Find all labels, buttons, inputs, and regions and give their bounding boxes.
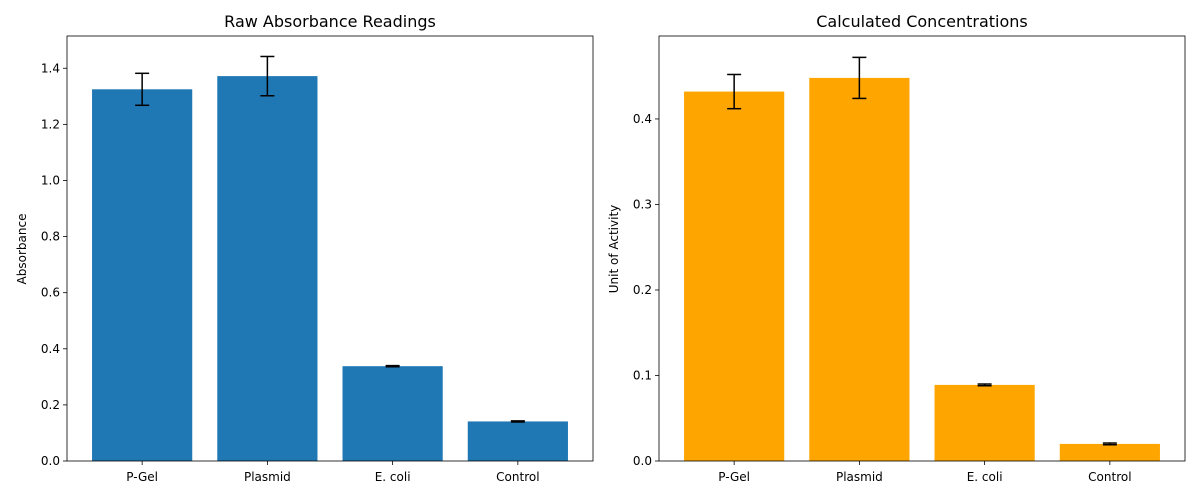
y-tick-label: 1.2	[41, 117, 60, 131]
bar	[1059, 443, 1160, 461]
x-tick-label: Plasmid	[836, 470, 883, 484]
y-tick-label: 0.0	[633, 454, 652, 468]
x-tick-label: Plasmid	[244, 470, 291, 484]
bar	[217, 76, 318, 461]
chart-panel-1: Calculated Concentrations Unit of Activi…	[607, 12, 1186, 484]
x-tick-label: P-Gel	[718, 470, 750, 484]
x-tick-label: Control	[1088, 470, 1131, 484]
plot-area: 0.0 0.1 0.2 0.3 0.4 P-Gel Plasmid E. coli Contro…	[633, 35, 1186, 484]
y-tick-label: 0.3	[633, 197, 652, 211]
chart-title: Calculated Concentrations	[816, 12, 1028, 31]
y-tick-label: 0.4	[633, 112, 652, 126]
chart-title: Raw Absorbance Readings	[224, 12, 436, 31]
y-tick-label: 1.0	[41, 173, 60, 187]
bar	[467, 421, 568, 461]
y-tick-label: 0.8	[41, 230, 60, 244]
y-tick-label: 1.4	[41, 61, 60, 75]
axes-frame	[658, 35, 1186, 462]
bar	[684, 91, 785, 462]
y-axis-label: Unit of Activity	[607, 205, 621, 294]
x-tick-label: P-Gel	[126, 470, 158, 484]
bar	[92, 89, 193, 462]
y-tick-label: 0.2	[41, 398, 60, 412]
x-tick-label: E. coli	[967, 470, 1003, 484]
bar	[342, 366, 443, 461]
axes-frame	[66, 35, 594, 462]
y-tick-label: 0.6	[41, 286, 60, 300]
y-tick-label: 0.1	[633, 368, 652, 382]
y-tick-label: 0.0	[41, 454, 60, 468]
x-tick-label: Control	[496, 470, 539, 484]
y-tick-label: 0.2	[633, 283, 652, 297]
y-tick-label: 0.4	[41, 342, 60, 356]
x-tick-label: E. coli	[375, 470, 411, 484]
chart-panel-0: Raw Absorbance Readings Absorbance 0.00.…	[15, 12, 594, 484]
bar	[934, 384, 1035, 461]
bar	[809, 77, 910, 462]
y-axis-label: Absorbance	[15, 214, 29, 285]
plot-area: 0.0 0.2 0.4 0.6 0.8 1.0 1.2 1.4 P-Gel Plasmid E. c…	[41, 35, 594, 484]
